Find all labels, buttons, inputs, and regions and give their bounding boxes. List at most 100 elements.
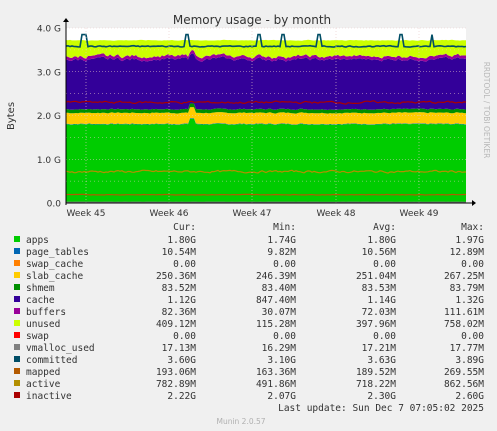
legend-name: page_tables <box>26 247 89 258</box>
x-tick-label: Week 47 <box>233 209 272 219</box>
legend-value-max: 758.02M <box>444 319 484 330</box>
legend-table: Cur: Min: Avg: Max: apps 1.80G 1.74G 1.80G 1.97G… <box>14 222 484 402</box>
legend-value-min: 16.29M <box>262 343 297 354</box>
legend-name: mapped <box>26 367 60 378</box>
legend-column-header: Min: <box>273 222 296 233</box>
legend-value-avg: 189.52M <box>356 367 396 378</box>
legend-value-min: 3.10G <box>267 355 296 366</box>
legend-value-avg: 718.22M <box>356 379 396 390</box>
legend-value-min: 30.07M <box>262 307 297 318</box>
y-axis-label: Bytes <box>6 102 17 130</box>
legend-name: unused <box>26 319 60 330</box>
line-active <box>65 169 466 174</box>
x-tick-label: Week 49 <box>400 209 439 219</box>
munin-version-footer: Munin 2.0.57 <box>216 417 265 426</box>
legend-column-header: Max: <box>461 222 484 233</box>
legend-value-max: 0.00 <box>461 331 484 342</box>
legend-value-max: 862.56M <box>444 379 484 390</box>
legend-name: apps <box>26 235 49 246</box>
area-shmem <box>66 103 466 114</box>
line-mapped <box>65 193 466 196</box>
legend-value-cur: 17.13M <box>162 343 197 354</box>
y-axis-arrow <box>63 18 69 22</box>
area-page-tables <box>66 118 466 125</box>
legend-value-avg: 3.63G <box>367 355 396 366</box>
legend-value-avg: 83.53M <box>362 283 397 294</box>
legend-value-max: 267.25M <box>444 271 484 282</box>
y-tick-label: 1.0 G <box>37 156 61 166</box>
legend-value-min: 847.40M <box>256 295 296 306</box>
area-buffers <box>66 49 466 62</box>
x-tick-label: Week 46 <box>150 209 189 219</box>
legend-value-max: 111.61M <box>444 307 484 318</box>
legend-value-avg: 17.21M <box>362 343 397 354</box>
legend-swatch-slab-cache <box>14 272 20 278</box>
legend-name: active <box>26 379 61 390</box>
legend-value-min: 0.00 <box>273 331 296 342</box>
legend-value-min: 9.82M <box>267 247 296 258</box>
legend-value-max: 3.89G <box>455 355 484 366</box>
y-tick-label: 0.0 <box>47 200 62 210</box>
area-unused <box>66 39 466 59</box>
legend-swatch-buffers <box>14 308 20 314</box>
plot-area: 0.0 1.0 G 2.0 G 3.0 G 4.0 G Week 45 Week 46 Wee… <box>37 18 476 219</box>
legend-column-header: Avg: <box>373 222 396 233</box>
legend-name: vmalloc_used <box>26 343 95 354</box>
legend-value-max: 1.32G <box>455 295 484 306</box>
legend-value-max: 2.60G <box>455 391 484 402</box>
legend-value-min: 163.36M <box>256 367 296 378</box>
legend-swatch-swap <box>14 332 20 338</box>
legend-value-max: 0.00 <box>461 259 484 270</box>
legend-value-avg: 72.03M <box>362 307 397 318</box>
legend-value-min: 83.40M <box>262 283 297 294</box>
legend-value-cur: 193.06M <box>156 367 196 378</box>
legend-value-avg: 397.96M <box>356 319 396 330</box>
legend-swatch-unused <box>14 320 20 326</box>
legend-value-cur: 0.00 <box>173 331 196 342</box>
legend-name: swap <box>26 331 49 342</box>
legend-value-max: 83.79M <box>450 283 485 294</box>
legend-name: inactive <box>26 391 72 402</box>
y-tick-label: 4.0 G <box>37 25 61 35</box>
legend-value-cur: 82.36M <box>162 307 197 318</box>
area-apps <box>66 118 466 203</box>
legend-value-max: 17.77M <box>450 343 485 354</box>
legend-value-min: 115.28M <box>256 319 296 330</box>
legend-value-max: 269.55M <box>444 367 484 378</box>
legend-swatch-active <box>14 380 20 386</box>
area-slab-cache <box>66 107 466 125</box>
last-update-text: Last update: Sun Dec 7 07:05:02 2025 <box>278 403 484 414</box>
legend-name: slab_cache <box>26 271 83 282</box>
legend-column-header: Cur: <box>173 222 196 233</box>
legend-name: cache <box>26 295 55 306</box>
legend-name: buffers <box>26 307 66 318</box>
legend-name: shmem <box>26 283 55 294</box>
chart-title: Memory usage - by month <box>173 13 331 27</box>
legend-value-cur: 1.12G <box>167 295 196 306</box>
legend-value-min: 1.74G <box>267 235 296 246</box>
legend-value-min: 246.39M <box>256 271 296 282</box>
legend-value-cur: 3.60G <box>167 355 196 366</box>
line-inactive <box>65 100 467 105</box>
legend-value-cur: 782.89M <box>156 379 196 390</box>
legend-value-avg: 1.80G <box>367 235 396 246</box>
legend-value-min: 491.86M <box>256 379 296 390</box>
legend-value-avg: 10.56M <box>362 247 397 258</box>
legend-swatch-shmem <box>14 284 20 290</box>
legend-value-avg: 1.14G <box>367 295 396 306</box>
legend-swatch-page-tables <box>14 248 20 254</box>
legend-swatch-apps <box>14 236 20 242</box>
y-tick-label: 3.0 G <box>37 68 61 78</box>
legend-value-avg: 251.04M <box>356 271 396 282</box>
legend-value-avg: 2.30G <box>367 391 396 402</box>
legend-value-max: 12.89M <box>450 247 485 258</box>
legend-value-cur: 250.36M <box>156 271 196 282</box>
legend-value-cur: 10.54M <box>162 247 197 258</box>
legend-name: swap_cache <box>26 259 83 270</box>
legend-name: committed <box>26 355 77 366</box>
x-tick-label: Week 45 <box>67 209 106 219</box>
legend-swatch-cache <box>14 296 20 302</box>
legend-value-cur: 409.12M <box>156 319 196 330</box>
x-tick-label: Week 48 <box>317 209 356 219</box>
